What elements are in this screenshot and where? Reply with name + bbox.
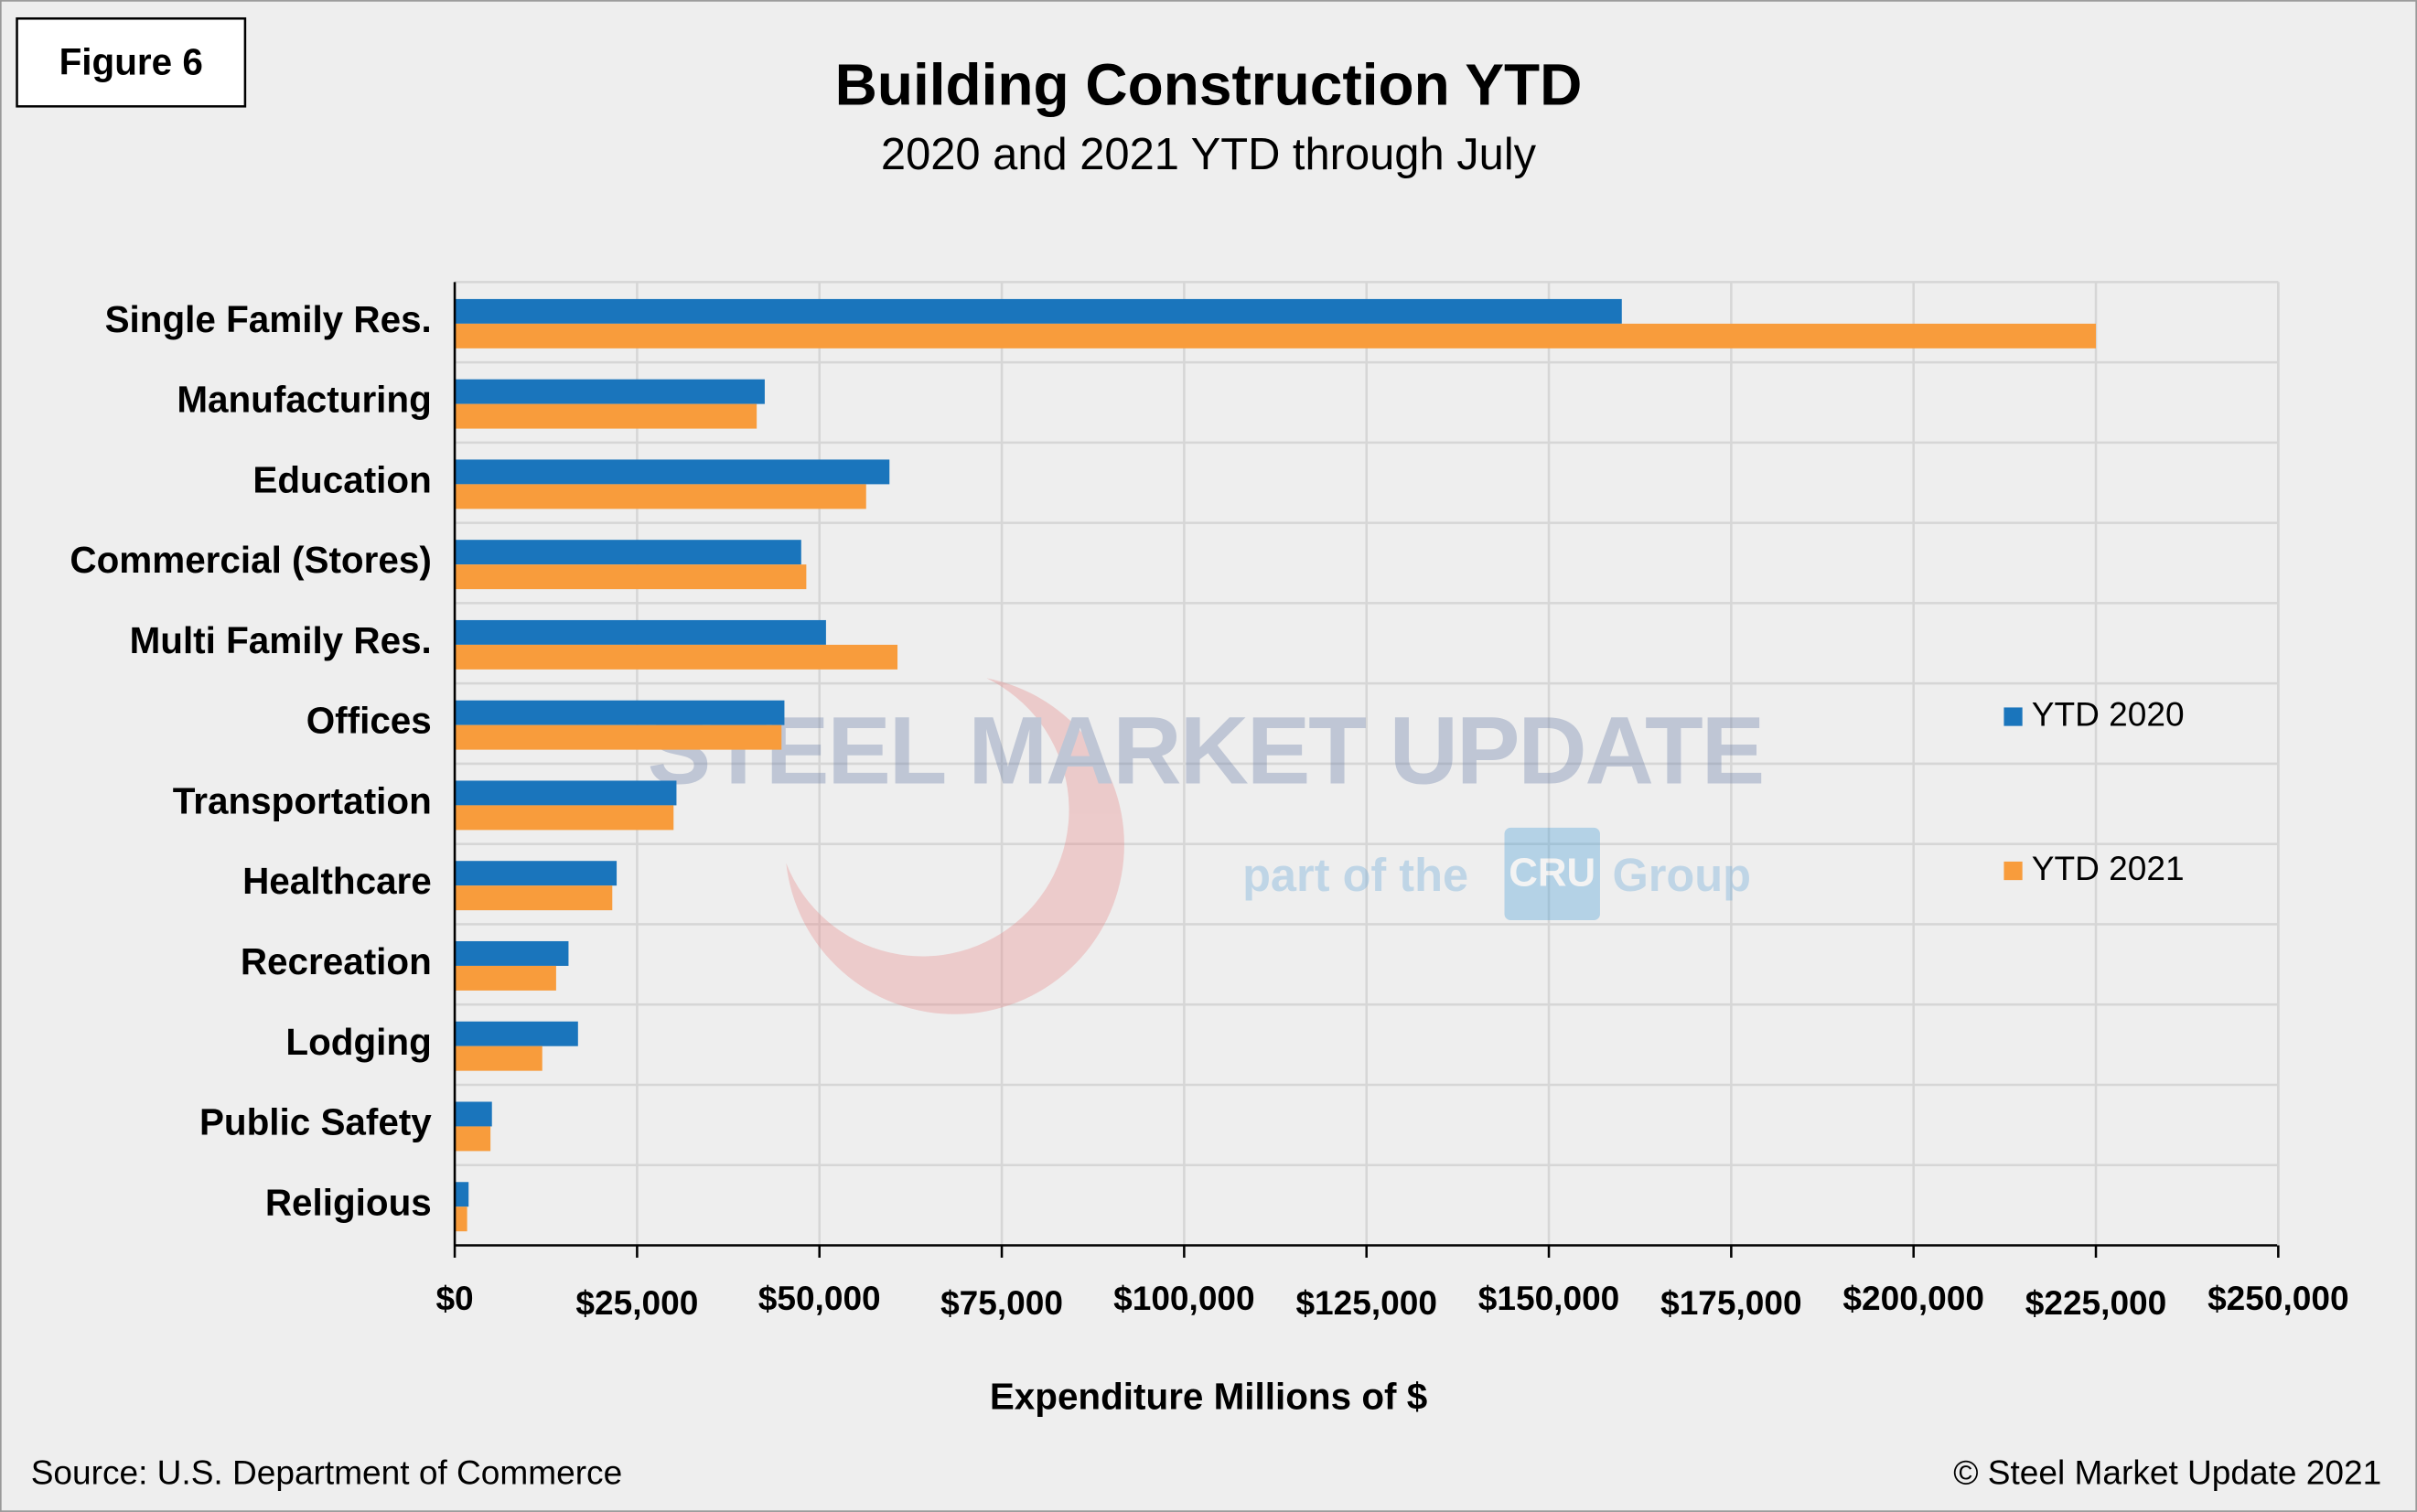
- watermark-brand: STEEL MARKET UPDATE: [648, 698, 1766, 805]
- x-tick-label: $200,000: [1842, 1279, 1984, 1317]
- bar: [455, 885, 613, 911]
- figure-box: [16, 16, 247, 108]
- x-tick-label: $175,000: [1660, 1283, 1802, 1322]
- bar: [455, 1101, 492, 1127]
- bar: [455, 1021, 578, 1046]
- y-tick-label: Offices: [306, 700, 432, 742]
- x-axis-title: Expenditure Millions of $: [990, 1376, 1427, 1418]
- y-tick-label: Lodging: [285, 1021, 431, 1063]
- bar: [455, 644, 898, 670]
- y-tick-label: Public Safety: [199, 1101, 432, 1143]
- watermark-logo-box: [1504, 827, 1600, 920]
- x-tick-label: $100,000: [1113, 1279, 1255, 1317]
- bar: [455, 780, 677, 806]
- y-tick-label: Manufacturing: [177, 379, 431, 421]
- x-tick-label: $125,000: [1295, 1283, 1437, 1322]
- watermark-tagline: part of the: [1242, 849, 1468, 901]
- y-tick-label: Single Family Res.: [105, 298, 432, 340]
- bar: [455, 403, 757, 429]
- bar: [455, 564, 807, 590]
- chart-subtitle: 2020 and 2021 YTD through July: [881, 130, 1537, 179]
- y-tick-label: Religious: [265, 1181, 432, 1223]
- x-tick-label: $25,000: [575, 1283, 698, 1322]
- legend-swatch: [2003, 707, 2023, 726]
- y-tick-label: Multi Family Res.: [130, 619, 432, 661]
- bar: [455, 1046, 542, 1071]
- watermark-logo: CRU: [1509, 851, 1595, 895]
- y-tick-label: Transportation: [173, 779, 432, 821]
- bar: [455, 540, 801, 565]
- bar: [455, 1206, 467, 1232]
- bar: [455, 619, 826, 645]
- y-tick-label: Healthcare: [242, 860, 432, 902]
- bar: [455, 298, 1622, 324]
- y-tick-label: Recreation: [241, 940, 432, 982]
- bar: [455, 459, 890, 485]
- watermark: STEEL MARKET UPDATE part of the CRU Grou…: [648, 678, 1766, 1014]
- bar: [455, 861, 618, 886]
- bar: [455, 805, 674, 831]
- copyright: © Steel Market Update 2021: [1953, 1453, 2381, 1491]
- legend-label: YTD 2021: [2032, 849, 2185, 887]
- bar: [455, 1182, 469, 1207]
- bar: [455, 724, 782, 750]
- watermark-tagline: Group: [1612, 849, 1751, 901]
- figure-label: Figure 6: [59, 40, 203, 82]
- watermark-arc: [786, 678, 1124, 1014]
- bar: [455, 379, 765, 404]
- chart-title: Building Construction YTD: [835, 52, 1583, 118]
- bar: [455, 323, 2097, 349]
- bar: [455, 484, 866, 509]
- y-tick-label: Commercial (Stores): [70, 539, 431, 581]
- source: Source: U.S. Department of Commerce: [31, 1453, 623, 1491]
- legend-swatch: [2003, 861, 2023, 881]
- x-tick-label: $75,000: [940, 1283, 1063, 1322]
- bar: [455, 940, 569, 966]
- x-tick-label: $50,000: [758, 1279, 881, 1317]
- bar: [455, 1126, 491, 1152]
- bar: [455, 965, 556, 991]
- bar: [455, 700, 785, 725]
- x-tick-label: $225,000: [2025, 1283, 2167, 1322]
- x-tick-label: $250,000: [2208, 1279, 2349, 1317]
- x-tick-label: $0: [435, 1279, 473, 1317]
- x-tick-label: $150,000: [1478, 1279, 1620, 1317]
- y-tick-label: Education: [252, 458, 431, 500]
- legend-label: YTD 2020: [2032, 694, 2185, 733]
